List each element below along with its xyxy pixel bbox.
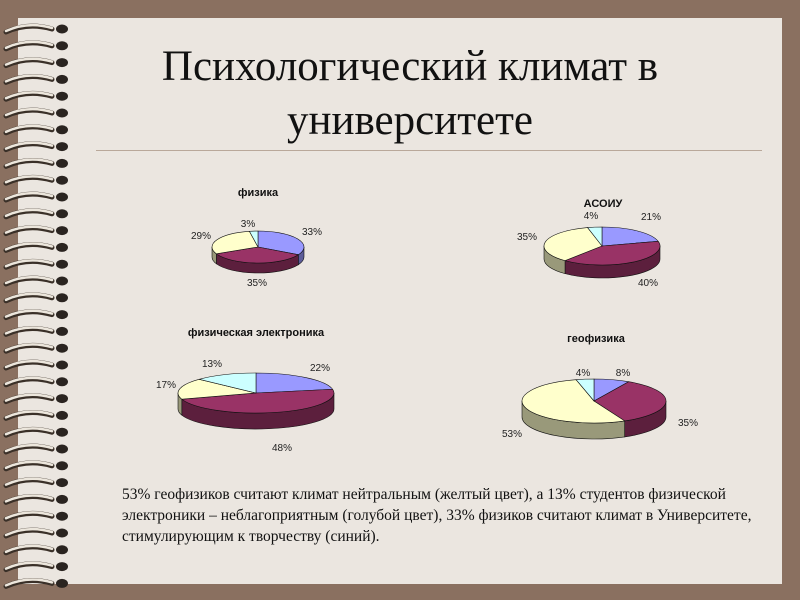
binding-ring (3, 342, 68, 354)
pie-slice (601, 226, 659, 247)
binding-ring (3, 326, 68, 337)
binding-ring (3, 309, 68, 321)
slide-page (18, 18, 782, 584)
pie-slice (215, 246, 300, 264)
binding-ring (3, 191, 68, 203)
pie-slice (521, 379, 626, 424)
pie-chart: АСОИУ 21% 40% 35% 4% (517, 198, 661, 289)
binding-ring (3, 275, 68, 287)
pie-slice (211, 230, 259, 255)
binding-ring (3, 225, 68, 237)
binding-ring (3, 443, 68, 455)
binding-ring (3, 208, 68, 220)
spiral-binding (3, 23, 68, 589)
pie-slice (593, 381, 667, 422)
binding-ring (3, 90, 68, 102)
pie-title: физика (238, 187, 279, 199)
binding-ring (3, 410, 68, 421)
binding-ring (3, 527, 68, 539)
title-line-2: университете (286, 97, 533, 144)
pie-data-label: 21% (641, 212, 661, 223)
binding-ring (3, 242, 68, 253)
pie-data-label: 3% (241, 219, 256, 230)
binding-ring (3, 74, 68, 85)
pie-title: АСОИУ (584, 198, 623, 210)
binding-ring (3, 494, 68, 505)
binding-ring (3, 393, 68, 405)
pie-slice (575, 378, 595, 402)
binding-ring (3, 359, 68, 371)
binding-ring (3, 40, 68, 52)
pie-slice (586, 226, 603, 247)
slide-note: 53% геофизиков считают климат нейтральны… (122, 486, 752, 545)
title-line-1: Психологический климат в (161, 43, 659, 90)
pie-data-label: 33% (302, 227, 322, 238)
slide-title: Психологический климат в университете (60, 40, 760, 148)
pie-title: физическая электроника (188, 327, 325, 339)
binding-ring (3, 158, 68, 169)
binding-ring (3, 426, 68, 438)
binding-ring (3, 107, 68, 119)
binding-ring (3, 124, 68, 136)
pie-slice (177, 378, 257, 400)
binding-ring (3, 561, 68, 573)
pie-data-label: 35% (678, 418, 698, 429)
pie-slice (543, 227, 603, 261)
pie-data-label: 13% (202, 359, 222, 370)
binding-ring (3, 477, 68, 489)
pie-data-label: 22% (310, 363, 330, 374)
pie-chart: геофизика 8% 35% 53% 4% (502, 333, 698, 440)
pie-chart: физика 33% 35% 29% 3% (191, 187, 322, 289)
binding-ring (3, 57, 68, 69)
pie-data-label: 35% (247, 278, 267, 289)
pie-slice (255, 372, 334, 394)
pie-data-label: 35% (517, 232, 537, 243)
binding-ring (3, 292, 68, 304)
title-divider (96, 150, 762, 151)
binding-ring (3, 23, 68, 35)
binding-ring (3, 578, 68, 589)
pie-slice (257, 230, 305, 256)
pie-chart: физическая электроника 22% 48% 17% 13% (156, 327, 335, 454)
pie-slice (199, 372, 257, 394)
pie-data-label: 4% (576, 368, 591, 379)
binding-ring (3, 544, 68, 556)
pie-data-label: 53% (502, 429, 522, 440)
binding-ring (3, 258, 68, 270)
pie-data-label: 8% (616, 368, 631, 379)
pie-data-label: 17% (156, 380, 176, 391)
pie-data-label: 4% (584, 211, 599, 222)
binding-ring (3, 460, 68, 472)
binding-ring (3, 510, 68, 522)
binding-ring (3, 141, 68, 153)
pie-title: геофизика (567, 333, 626, 345)
pie-data-label: 29% (191, 231, 211, 242)
binding-ring (3, 174, 68, 186)
pie-data-label: 48% (272, 443, 292, 454)
pie-slice (181, 388, 335, 414)
binding-ring (3, 376, 68, 388)
pie-slice (248, 230, 259, 248)
pie-data-label: 40% (638, 278, 658, 289)
pie-slice (564, 240, 661, 266)
